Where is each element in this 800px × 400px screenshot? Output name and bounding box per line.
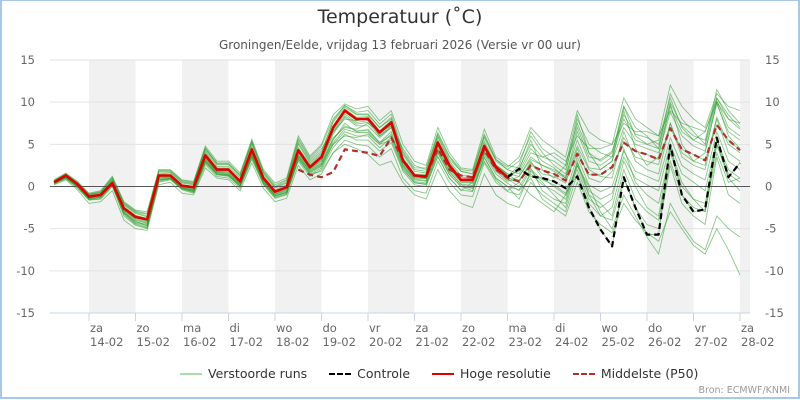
- y-axis-left: 15 10 5 0 -5 -10 -15: [16, 53, 35, 320]
- chart-subtitle: Groningen/Eelde, vrijdag 13 februari 202…: [219, 38, 581, 52]
- legend-swatch-middelste: [572, 372, 595, 375]
- series-line-hoge-resolutie: [53, 109, 509, 221]
- legend: Verstoorde runs Controle Hoge resolutie …: [180, 366, 720, 381]
- ensemble-member-line: [53, 138, 741, 231]
- x-tick-date: 27-02: [695, 335, 728, 349]
- x-tick-date: 24-02: [555, 335, 588, 349]
- legend-item-hoge-resolutie[interactable]: Hoge resolutie: [432, 366, 551, 381]
- x-tick-day: di: [555, 321, 566, 335]
- x-tick-day: ma: [509, 321, 527, 335]
- ensemble-member-line: [53, 101, 741, 217]
- x-tick-day: vr: [695, 321, 707, 335]
- series-line-controle: [506, 136, 741, 248]
- y-axis-right: 15 10 5 0 -5 -10 -15: [765, 53, 784, 320]
- legend-item-middelste[interactable]: Middelste (P50): [572, 366, 699, 381]
- y-tick-label: -5: [24, 222, 35, 236]
- x-tick-day: ma: [183, 321, 201, 335]
- x-tick-day: za: [416, 321, 429, 335]
- x-tick-day: za: [741, 321, 754, 335]
- y-tick-label: 15: [20, 53, 35, 67]
- y-tick-label: 10: [20, 95, 35, 109]
- y-tick-label: -10: [16, 264, 35, 278]
- x-tick-date: 21-02: [416, 335, 449, 349]
- legend-label: Hoge resolutie: [460, 366, 551, 381]
- x-tick-date: 25-02: [602, 335, 635, 349]
- y-tick-label: 15: [765, 53, 780, 67]
- x-tick-date: 16-02: [183, 335, 216, 349]
- chart-title: Temperatuur (˚C): [317, 6, 483, 28]
- x-tick-day: wo: [276, 321, 292, 335]
- x-tick-day: do: [648, 321, 662, 335]
- y-tick-label: -15: [765, 306, 784, 320]
- x-tick-date: 18-02: [276, 335, 309, 349]
- x-tick-day: wo: [602, 321, 618, 335]
- x-tick-day: zo: [462, 321, 475, 335]
- x-tick-date: 14-02: [90, 335, 123, 349]
- ensemble-member-line: [53, 133, 741, 256]
- x-tick-day: zo: [137, 321, 150, 335]
- y-tick-label: 10: [765, 95, 780, 109]
- x-tick-date: 26-02: [648, 335, 681, 349]
- x-tick-date: 28-02: [741, 335, 774, 349]
- y-tick-label: 0: [765, 180, 772, 194]
- y-tick-label: 0: [28, 180, 35, 194]
- legend-item-verstoorde-runs[interactable]: Verstoorde runs: [180, 366, 307, 381]
- legend-label: Verstoorde runs: [208, 366, 308, 381]
- legend-swatch-hoge-resolutie: [432, 372, 455, 375]
- x-tick-day: do: [323, 321, 337, 335]
- x-tick-date: 15-02: [137, 335, 170, 349]
- x-axis: za14-02zo15-02ma16-02di17-02wo18-02do19-…: [50, 312, 774, 349]
- source-credit: Bron: ECMWF/KNMI: [698, 385, 791, 396]
- y-tick-label: 5: [765, 137, 772, 151]
- x-tick-day: vr: [369, 321, 381, 335]
- y-tick-label: -10: [765, 264, 784, 278]
- x-tick-date: 20-02: [369, 335, 402, 349]
- main-series: [53, 109, 741, 248]
- x-tick-day: di: [230, 321, 241, 335]
- x-tick-date: 23-02: [509, 335, 542, 349]
- legend-swatch-controle: [329, 372, 352, 375]
- series-line-middelste-p50: [297, 123, 741, 183]
- x-tick-date: 22-02: [462, 335, 495, 349]
- ensemble-member-line: [53, 84, 741, 215]
- x-tick-date: 17-02: [230, 335, 263, 349]
- y-tick-label: 5: [28, 137, 35, 151]
- y-tick-label: -5: [765, 222, 776, 236]
- legend-label: Middelste (P50): [600, 366, 699, 381]
- legend-label: Controle: [357, 366, 411, 381]
- legend-swatch-verstoorde-runs: [180, 372, 202, 375]
- legend-item-controle[interactable]: Controle: [329, 366, 410, 381]
- y-tick-label: -15: [16, 306, 35, 320]
- x-tick-date: 19-02: [323, 335, 356, 349]
- x-tick-day: za: [90, 321, 103, 335]
